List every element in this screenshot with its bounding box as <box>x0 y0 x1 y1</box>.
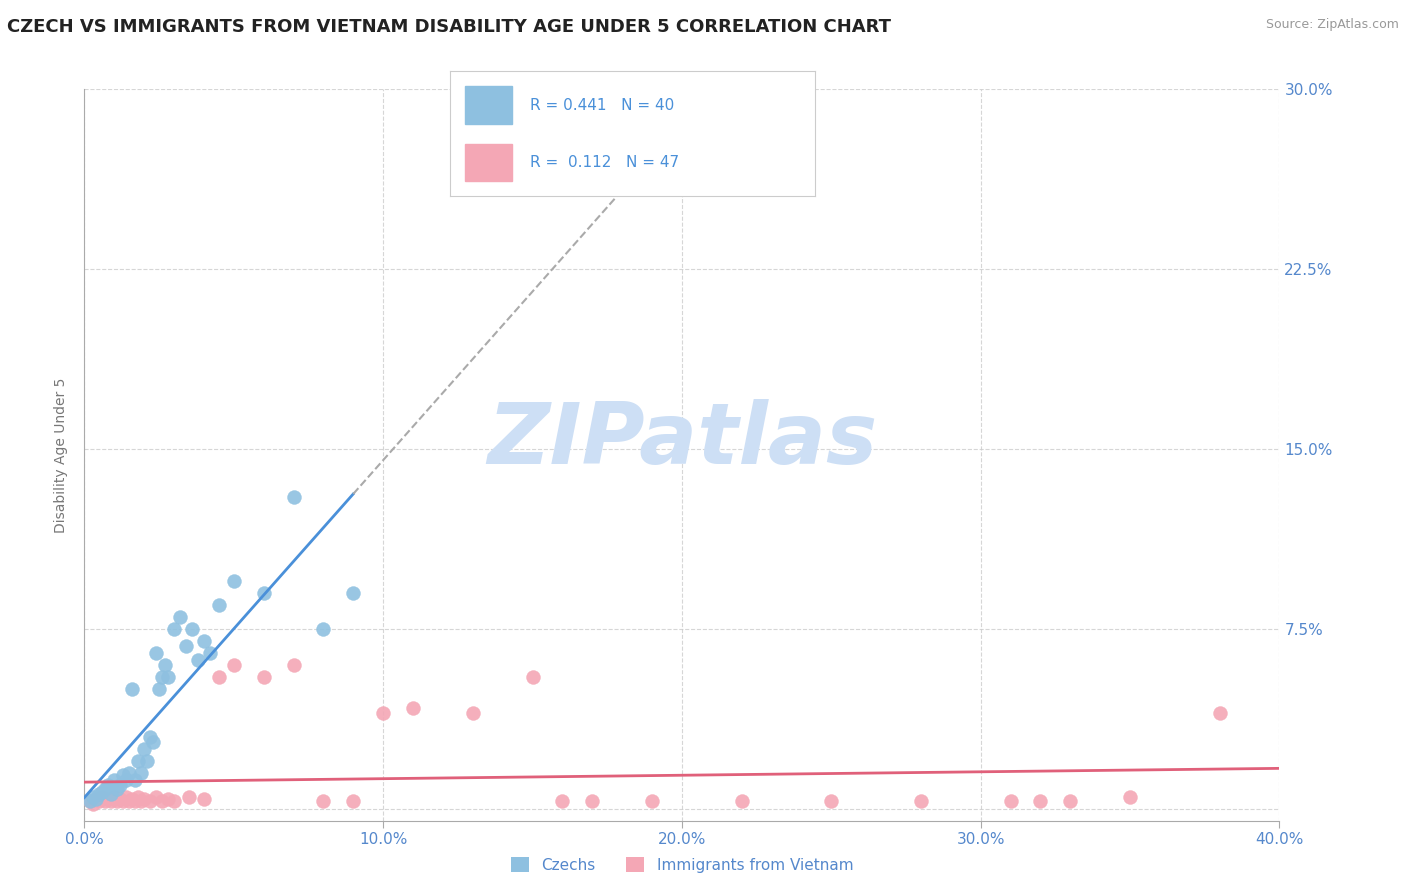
Point <box>89 794 111 808</box>
Point <box>129 765 152 780</box>
Point <box>150 794 173 808</box>
Point <box>153 657 176 672</box>
Point <box>145 789 167 804</box>
Point <box>97 792 120 806</box>
Point <box>105 782 128 797</box>
Point <box>342 586 364 600</box>
Point <box>177 789 200 804</box>
Point <box>581 794 603 808</box>
Point <box>148 681 170 696</box>
Point <box>731 794 754 808</box>
Legend: Czechs, Immigrants from Vietnam: Czechs, Immigrants from Vietnam <box>505 851 859 879</box>
Point <box>142 734 165 748</box>
Bar <box>464 144 512 181</box>
Point <box>97 778 120 792</box>
Point <box>82 797 104 811</box>
Point <box>112 794 135 808</box>
Point <box>103 789 125 804</box>
Point <box>127 754 149 768</box>
Point <box>157 670 180 684</box>
Point <box>118 794 141 808</box>
Point <box>522 670 544 684</box>
Point <box>139 794 162 808</box>
Point <box>1059 794 1081 808</box>
Point <box>253 670 276 684</box>
Point <box>222 574 245 588</box>
Point <box>94 794 117 808</box>
Point <box>94 782 117 797</box>
Point <box>910 794 932 808</box>
Point <box>82 789 104 804</box>
Point <box>222 657 245 672</box>
Point <box>129 794 152 808</box>
Point <box>551 794 574 808</box>
Point <box>208 598 231 612</box>
Point <box>150 670 173 684</box>
Point <box>402 701 425 715</box>
Point <box>105 794 128 808</box>
Point <box>145 646 167 660</box>
Point <box>115 789 138 804</box>
Text: R =  0.112   N = 47: R = 0.112 N = 47 <box>530 155 679 170</box>
Bar <box>464 87 512 124</box>
Point <box>132 792 156 806</box>
Point <box>180 622 204 636</box>
Point <box>283 490 305 504</box>
Text: R = 0.441   N = 40: R = 0.441 N = 40 <box>530 97 675 112</box>
Point <box>157 792 180 806</box>
Point <box>193 633 215 648</box>
Point <box>169 609 191 624</box>
Point <box>371 706 394 720</box>
Point <box>342 794 364 808</box>
Point <box>86 792 108 806</box>
Point <box>136 754 159 768</box>
Point <box>110 792 132 806</box>
Point <box>461 706 484 720</box>
Point <box>174 639 197 653</box>
Point <box>198 646 221 660</box>
Point <box>1029 794 1052 808</box>
Point <box>91 785 114 799</box>
Point <box>110 778 132 792</box>
Text: ZIPatlas: ZIPatlas <box>486 399 877 482</box>
Point <box>91 789 114 804</box>
Point <box>132 741 156 756</box>
Point <box>312 794 335 808</box>
Point <box>127 789 149 804</box>
Point <box>139 730 162 744</box>
Point <box>253 586 276 600</box>
Point <box>187 653 209 667</box>
Point <box>163 622 186 636</box>
Point <box>124 794 146 808</box>
Point <box>115 772 138 787</box>
Point <box>89 787 111 801</box>
Point <box>103 772 125 787</box>
Point <box>79 794 101 808</box>
Point <box>283 657 305 672</box>
Point <box>100 794 122 808</box>
Point <box>1000 794 1022 808</box>
Point <box>208 670 231 684</box>
Point <box>312 622 335 636</box>
Point <box>100 787 122 801</box>
Point <box>86 792 108 806</box>
Y-axis label: Disability Age Under 5: Disability Age Under 5 <box>55 377 69 533</box>
Text: Source: ZipAtlas.com: Source: ZipAtlas.com <box>1265 18 1399 31</box>
Point <box>124 772 146 787</box>
Point <box>820 794 842 808</box>
Point <box>112 768 135 782</box>
Point <box>1208 706 1232 720</box>
Point <box>193 792 215 806</box>
Point <box>118 765 141 780</box>
Point <box>163 794 186 808</box>
Point <box>121 792 143 806</box>
Point <box>1119 789 1142 804</box>
Point <box>121 681 143 696</box>
Point <box>641 794 664 808</box>
Point <box>79 794 101 808</box>
Text: CZECH VS IMMIGRANTS FROM VIETNAM DISABILITY AGE UNDER 5 CORRELATION CHART: CZECH VS IMMIGRANTS FROM VIETNAM DISABIL… <box>7 18 891 36</box>
